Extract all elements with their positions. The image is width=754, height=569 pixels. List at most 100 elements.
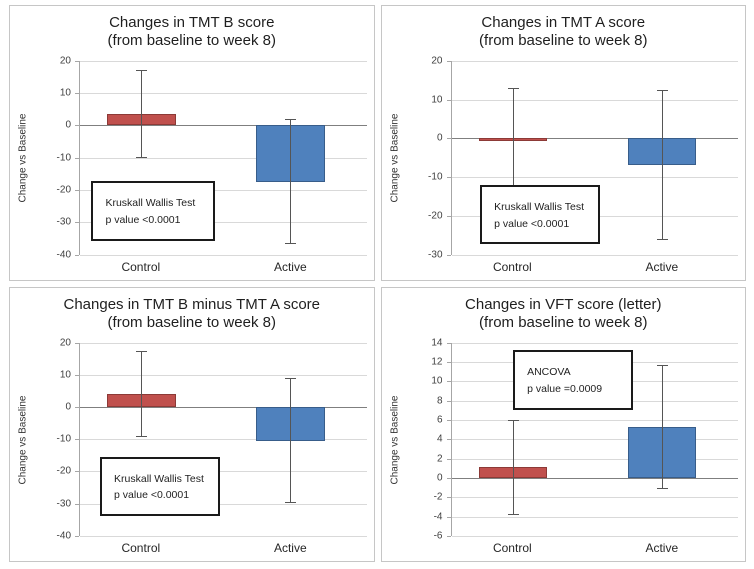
gridline: [80, 61, 367, 62]
y-axis-tick-label: -4: [433, 511, 443, 523]
y-axis-tickmark: [446, 342, 451, 344]
y-axis-tickmark: [75, 374, 79, 376]
gridline: [451, 342, 738, 344]
gridline: [80, 222, 367, 224]
gridline: [451, 61, 738, 62]
y-axis-tick-label: -10: [428, 171, 443, 183]
y-axis-tickmark: [446, 215, 451, 217]
y-axis-tick-label: -30: [56, 216, 71, 228]
error-bar-line: [290, 119, 292, 244]
stat-test-box: ANCOVA p value =0.0009: [513, 350, 634, 410]
gridline: [451, 458, 738, 460]
y-axis-tick-label: 10: [59, 369, 71, 381]
y-axis-tick-label: -10: [56, 433, 71, 445]
y-axis-tick-label: 14: [431, 337, 443, 348]
error-bar-line: [661, 365, 663, 488]
stat-test-name: Kruskall Wallis Test: [114, 472, 204, 485]
gridline: [80, 536, 367, 537]
y-axis-tick-label: -40: [56, 249, 71, 260]
gridline: [451, 177, 738, 179]
chart-panel-tmt-b-minus-tmt-a: Changes in TMT B minus TMT A score (from…: [9, 286, 375, 562]
plot-area: Kruskall Wallis Test p value <0.0001 20 1…: [57, 56, 367, 260]
category-label-active: Active: [273, 541, 307, 555]
error-bar-line: [141, 71, 143, 157]
error-bar-cap-top: [136, 70, 148, 72]
y-axis-tick-label: 10: [431, 94, 443, 106]
gridline: [451, 497, 738, 499]
error-bar-line: [512, 89, 514, 191]
chart-title-line: Changes in TMT A score: [481, 14, 646, 31]
plot-area: ANCOVA p value =0.0009 14 12 10 8 6 4 2 0 -2 -4 -6: [431, 337, 738, 542]
y-axis-tick-label: 8: [436, 395, 443, 407]
chart-subtitle-line: (from baseline to week 8): [479, 313, 648, 331]
error-bar-cap-bottom: [285, 243, 297, 245]
y-axis-tick-label: 0: [436, 472, 443, 484]
error-bar-line: [141, 351, 143, 437]
gridline: [80, 374, 367, 376]
y-axis-tickmark: [446, 497, 451, 499]
y-axis-tick-label: -6: [433, 530, 443, 542]
y-axis-tick-label: -20: [56, 465, 71, 477]
error-bar-cap-bottom: [136, 156, 148, 158]
stat-test-name: Kruskall Wallis Test: [105, 196, 196, 209]
y-axis-tickmark: [75, 93, 79, 95]
chart-subtitle-line: (from baseline to week 8): [107, 313, 276, 331]
chart-title-line: Changes in TMT B minus TMT A score: [63, 295, 321, 313]
category-label-control: Control: [121, 259, 161, 274]
gridline: [80, 439, 367, 441]
y-axis-tickmark: [75, 503, 79, 505]
chart-title: Changes in TMT A score (from baseline to…: [382, 14, 746, 50]
y-axis-title: Change vs Baseline: [17, 394, 29, 484]
y-axis-tick-label: 2: [436, 453, 443, 465]
category-label-control: Control: [121, 541, 161, 555]
y-axis-tick-label: 20: [431, 55, 443, 67]
y-axis-tickmark: [75, 439, 79, 441]
chart-panel-tmt-a-score: Changes in TMT A score (from baseline to…: [380, 5, 746, 281]
chart-title-line: Changes in VFT score (letter): [465, 295, 662, 313]
y-axis-tick-label: 10: [59, 87, 71, 99]
y-axis-title: Change vs Baseline: [17, 113, 29, 203]
plot-area: Kruskall Wallis Test p value <0.0001 20 1…: [428, 56, 738, 260]
stat-test-pvalue: p value <0.0001: [494, 217, 570, 230]
y-axis-tickmark: [75, 471, 79, 473]
gridline: [451, 254, 738, 256]
y-axis-title: Change vs Baseline: [389, 394, 400, 484]
gridline: [80, 503, 367, 505]
y-axis-tick-label: -30: [428, 249, 443, 260]
y-axis-tickmark: [446, 516, 451, 518]
y-axis-tickmark: [75, 125, 79, 127]
x-axis-labels: Control Active: [451, 260, 739, 275]
zero-axis-line: [80, 125, 367, 127]
stat-test-name: ANCOVA: [527, 366, 571, 379]
y-axis-tick-label: 20: [59, 337, 71, 348]
gridline: [80, 471, 367, 473]
chart-subtitle-line: (from baseline to week 8): [107, 32, 276, 49]
y-axis-tickmark: [75, 189, 79, 191]
gridline: [80, 342, 367, 344]
y-axis-tick-label: -2: [433, 491, 443, 503]
chart-title: Changes in TMT B minus TMT A score (from…: [10, 296, 374, 332]
chart-panel-tmt-b-score: Changes in TMT B score (from baseline to…: [9, 5, 375, 281]
error-bar-cap-top: [507, 88, 519, 90]
y-axis-tickmark: [446, 254, 451, 256]
x-axis-labels: Control Active: [79, 260, 367, 275]
y-axis-tick-label: -20: [428, 210, 443, 222]
y-axis-title: Change vs Baseline: [389, 113, 400, 203]
error-bar-cap-bottom: [285, 502, 297, 504]
gridline: [80, 93, 367, 95]
stat-test-box: Kruskall Wallis Test p value <0.0001: [100, 456, 221, 517]
y-axis-tick-label: 0: [436, 132, 443, 144]
y-axis-tickmark: [446, 419, 451, 421]
y-axis-tick-label: -20: [56, 184, 71, 196]
x-axis-labels: Control Active: [451, 541, 739, 556]
stat-test-pvalue: p value <0.0001: [105, 213, 181, 226]
stat-test-pvalue: p value =0.0009: [527, 383, 603, 396]
error-bar-cap-bottom: [136, 436, 148, 438]
stat-test-name: Kruskall Wallis Test: [494, 200, 584, 213]
error-bar-line: [512, 420, 514, 514]
error-bar-cap-top: [656, 364, 668, 366]
chart-panel-vft-letter: Changes in VFT score (letter) (from base…: [380, 286, 746, 562]
gridline: [451, 439, 738, 441]
stat-test-box: Kruskall Wallis Test p value <0.0001: [91, 180, 215, 241]
